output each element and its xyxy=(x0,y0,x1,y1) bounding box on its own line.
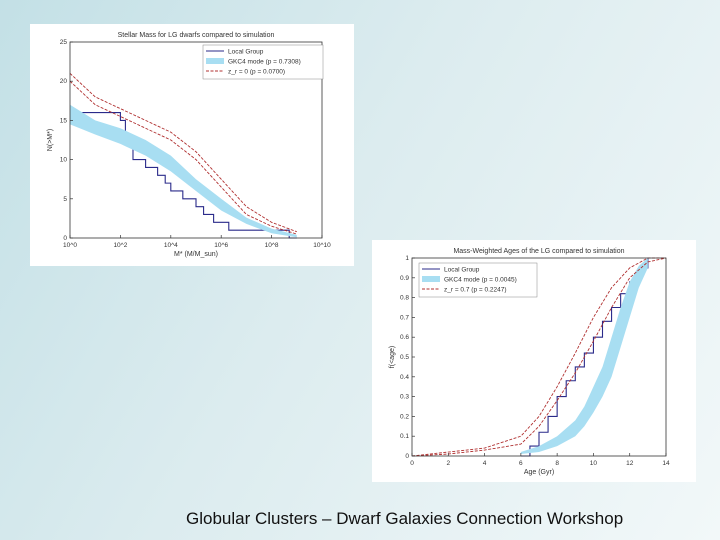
chart0-series-1-band xyxy=(70,104,297,238)
chart1-y-tick-label-7: 0.7 xyxy=(400,314,409,321)
chart1-series-1-band xyxy=(520,258,648,455)
chart0-legend-label-2: z_r = 0 (p = 0.0700) xyxy=(228,69,285,76)
chart0-y-tick-label-3: 15 xyxy=(60,117,68,124)
chart1-series-2-line xyxy=(411,257,667,457)
chart0-series-2-line xyxy=(69,80,297,235)
chart0-y-label: N(>M*) xyxy=(47,129,54,151)
chart1-legend-label-1: GKC4 mode (p = 0.0045) xyxy=(444,277,517,284)
chart1-legend-label-2: z_r = 0.7 (p = 0.2247) xyxy=(444,287,507,294)
footer-title: Globular Clusters – Dwarf Galaxies Conne… xyxy=(186,509,624,528)
chart0-y-tick-label-0: 0 xyxy=(63,235,67,242)
chart0-x-tick-label-0: 10^0 xyxy=(63,242,77,249)
chart1-x-tick-label-4: 8 xyxy=(555,460,559,467)
chart0-x-tick-label-5: 10^10 xyxy=(313,242,331,249)
chart1-title: Mass-Weighted Ages of the LG compared to… xyxy=(453,248,624,255)
age-chart: Mass-Weighted Ages of the LG compared to… xyxy=(372,240,696,482)
chart0-legend-label-1: GKC4 mode (p = 0.7308) xyxy=(228,59,301,66)
chart0-x-tick-label-1: 10^2 xyxy=(113,242,127,249)
chart0-series-3-line xyxy=(69,73,297,233)
chart1-x-tick-label-3: 6 xyxy=(519,460,523,467)
chart0-axes-frame xyxy=(69,41,323,239)
chart0-legend-label-0: Local Group xyxy=(228,49,264,56)
chart1-y-tick-label-2: 0.2 xyxy=(400,413,409,420)
chart0-x-tick-label-2: 10^4 xyxy=(164,242,178,249)
chart1-y-tick-label-9: 0.9 xyxy=(400,275,409,282)
chart1-x-tick-label-7: 14 xyxy=(662,460,670,467)
chart0-y-tick-label-1: 5 xyxy=(63,196,67,203)
chart1-y-tick-label-6: 0.6 xyxy=(400,334,409,341)
chart1-y-tick-label-0: 0 xyxy=(405,453,409,460)
chart0-legend-swatch-1 xyxy=(206,58,224,64)
chart1-series-3-line xyxy=(411,257,666,457)
chart0-title: Stellar Mass for LG dwarfs compared to s… xyxy=(118,32,275,39)
chart1-y-tick-label-5: 0.5 xyxy=(400,354,409,361)
age-chart-svg: Mass-Weighted Ages of the LG compared to… xyxy=(389,248,670,476)
chart1-x-tick-label-2: 4 xyxy=(483,460,487,467)
chart1-legend-label-0: Local Group xyxy=(444,267,480,274)
chart1-y-tick-label-1: 0.1 xyxy=(400,433,409,440)
chart1-y-label: f(<age) xyxy=(389,346,396,368)
chart0-y-tick-label-4: 20 xyxy=(60,78,68,85)
chart0-x-tick-label-4: 10^8 xyxy=(265,242,279,249)
chart1-y-tick-label-4: 0.4 xyxy=(400,374,409,381)
chart1-y-tick-label-10: 1 xyxy=(405,255,409,262)
chart1-y-tick-label-3: 0.3 xyxy=(400,394,409,401)
chart1-x-tick-label-5: 10 xyxy=(590,460,598,467)
chart0-y-tick-label-2: 10 xyxy=(60,157,68,164)
chart1-x-label: Age (Gyr) xyxy=(524,469,554,476)
chart0-y-tick-label-5: 25 xyxy=(60,39,68,46)
stellar-mass-chart-svg: Stellar Mass for LG dwarfs compared to s… xyxy=(47,32,331,258)
chart1-x-tick-label-0: 0 xyxy=(410,460,414,467)
chart1-legend-swatch-1 xyxy=(422,276,440,282)
stellar-mass-chart: Stellar Mass for LG dwarfs compared to s… xyxy=(30,24,354,266)
chart0-x-tick-label-3: 10^6 xyxy=(214,242,228,249)
chart1-x-tick-label-1: 2 xyxy=(446,460,450,467)
chart0-x-label: M* (M/M_sun) xyxy=(174,251,218,258)
chart1-y-tick-label-8: 0.8 xyxy=(400,295,409,302)
chart1-x-tick-label-6: 12 xyxy=(626,460,634,467)
